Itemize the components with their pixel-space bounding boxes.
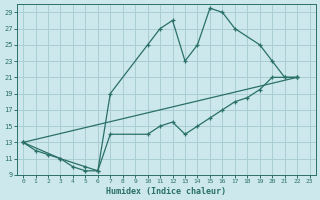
- X-axis label: Humidex (Indice chaleur): Humidex (Indice chaleur): [106, 187, 226, 196]
